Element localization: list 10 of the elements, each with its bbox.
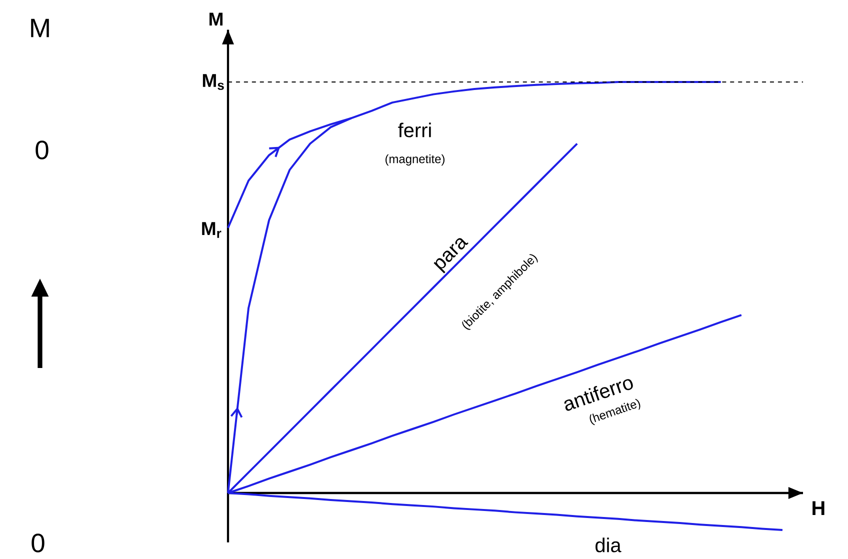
x-axis-title: H <box>812 501 824 515</box>
ref-line-label: M$_{s}$ <box>202 74 224 90</box>
text: M <box>31 18 49 38</box>
text: M$_{r}$ <box>202 222 222 238</box>
text: dia <box>596 538 622 552</box>
y-axis-title: M <box>210 12 223 26</box>
annotation: (magnetite) <box>386 154 444 166</box>
annotation: ferri <box>398 122 431 138</box>
text: 0 <box>32 534 44 552</box>
text: 0 <box>36 140 48 160</box>
